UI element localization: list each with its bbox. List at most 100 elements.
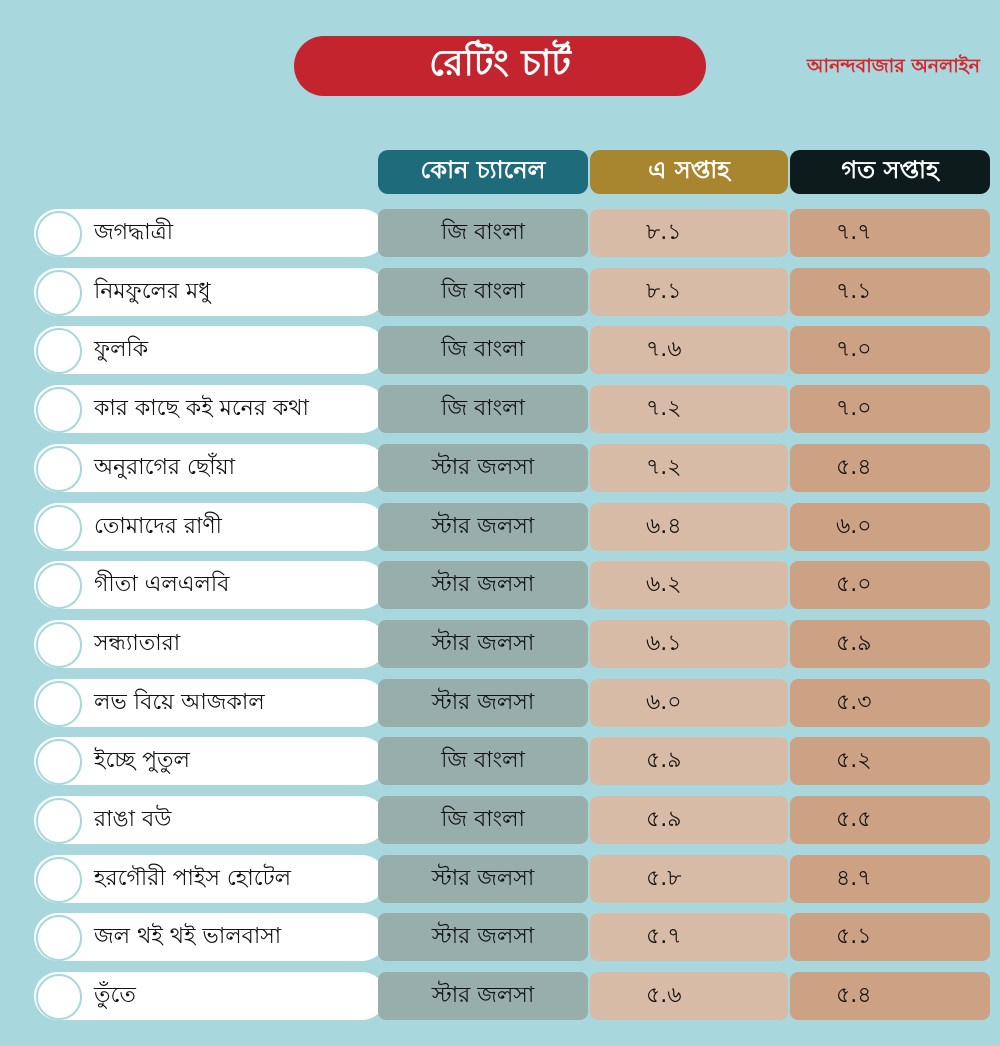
- serial-name-pill: [34, 737, 386, 785]
- serial-name: ইচ্ছে পুতুল: [94, 748, 190, 773]
- last-week-rating: ৬.০: [790, 503, 990, 551]
- serial-name: রাঙা বউ: [94, 807, 172, 832]
- last-week-rating: ৫.৪: [790, 444, 990, 492]
- chart-title: রেটিং চার্ট: [294, 36, 706, 96]
- serial-name-pill: [34, 209, 386, 257]
- brand-logo-text: আনন্দবাজার অনলাইন: [806, 55, 980, 77]
- serial-name-pill: [34, 503, 386, 551]
- channel-cell: স্টার জলসা: [378, 503, 588, 551]
- serial-name: কার কাছে কই মনের কথা: [94, 396, 309, 421]
- table-row: তুঁতে স্টার জলসা ৫.৬ ৫.৪: [0, 972, 1000, 1020]
- last-week-rating: ৭.৭: [790, 209, 990, 257]
- channel-cell: স্টার জলসা: [378, 444, 588, 492]
- serial-name-pill: [34, 913, 386, 961]
- channel-cell: স্টার জলসা: [378, 972, 588, 1020]
- this-week-rating: ৫.৬: [590, 972, 788, 1020]
- this-week-rating: ৫.৮: [590, 855, 788, 903]
- table-row: ফুলকি জি বাংলা ৭.৬ ৭.০: [0, 326, 1000, 374]
- serial-name: ফুলকি: [94, 337, 149, 362]
- bullet-circle-icon: [36, 974, 82, 1020]
- serial-name-pill: [34, 796, 386, 844]
- table-row: রাঙা বউ জি বাংলা ৫.৯ ৫.৫: [0, 796, 1000, 844]
- this-week-rating: ৭.২: [590, 385, 788, 433]
- serial-name-pill: [34, 679, 386, 727]
- this-week-rating: ৭.৬: [590, 326, 788, 374]
- serial-name: সন্ধ্যাতারা: [94, 631, 181, 656]
- bullet-circle-icon: [36, 857, 82, 903]
- serial-name-pill: [34, 385, 386, 433]
- this-week-rating: ৬.১: [590, 620, 788, 668]
- serial-name-pill: [34, 972, 386, 1020]
- last-week-rating: ৪.৭: [790, 855, 990, 903]
- last-week-rating: ৫.০: [790, 561, 990, 609]
- bullet-circle-icon: [36, 739, 82, 785]
- this-week-rating: ৭.২: [590, 444, 788, 492]
- table-row: নিমফুলের মধু জি বাংলা ৮.১ ৭.১: [0, 268, 1000, 316]
- last-week-rating: ৫.৫: [790, 796, 990, 844]
- this-week-rating: ৮.১: [590, 209, 788, 257]
- bullet-circle-icon: [36, 505, 82, 551]
- last-week-rating: ৫.১: [790, 913, 990, 961]
- this-week-rating: ৮.১: [590, 268, 788, 316]
- channel-cell: স্টার জলসা: [378, 913, 588, 961]
- table-row: কার কাছে কই মনের কথা জি বাংলা ৭.২ ৭.০: [0, 385, 1000, 433]
- last-week-rating: ৭.০: [790, 385, 990, 433]
- bullet-circle-icon: [36, 446, 82, 492]
- serial-name: জগদ্ধাত্রী: [94, 220, 174, 245]
- channel-cell: জি বাংলা: [378, 326, 588, 374]
- channel-cell: স্টার জলসা: [378, 561, 588, 609]
- last-week-rating: ৫.৪: [790, 972, 990, 1020]
- channel-cell: স্টার জলসা: [378, 855, 588, 903]
- serial-name-pill: [34, 620, 386, 668]
- header-last-week: গত সপ্তাহ: [790, 150, 990, 194]
- last-week-rating: ৫.৩: [790, 679, 990, 727]
- serial-name: তুঁতে: [94, 983, 136, 1008]
- table-row: গীতা এলএলবি স্টার জলসা ৬.২ ৫.০: [0, 561, 1000, 609]
- serial-name-pill: [34, 561, 386, 609]
- serial-name: গীতা এলএলবি: [94, 572, 230, 597]
- this-week-rating: ৫.৭: [590, 913, 788, 961]
- table-row: সন্ধ্যাতারা স্টার জলসা ৬.১ ৫.৯: [0, 620, 1000, 668]
- this-week-rating: ৬.২: [590, 561, 788, 609]
- serial-name: লভ বিয়ে আজকাল: [94, 690, 265, 715]
- serial-name-pill: [34, 444, 386, 492]
- table-row: অনুরাগের ছোঁয়া স্টার জলসা ৭.২ ৫.৪: [0, 444, 1000, 492]
- channel-cell: স্টার জলসা: [378, 679, 588, 727]
- bullet-circle-icon: [36, 211, 82, 257]
- channel-cell: জি বাংলা: [378, 737, 588, 785]
- bullet-circle-icon: [36, 328, 82, 374]
- bullet-circle-icon: [36, 798, 82, 844]
- serial-name-pill: [34, 326, 386, 374]
- last-week-rating: ৭.১: [790, 268, 990, 316]
- channel-cell: জি বাংলা: [378, 268, 588, 316]
- serial-name-pill: [34, 855, 386, 903]
- this-week-rating: ৫.৯: [590, 796, 788, 844]
- serial-name: নিমফুলের মধু: [94, 279, 211, 304]
- channel-cell: স্টার জলসা: [378, 620, 588, 668]
- table-row: জগদ্ধাত্রী জি বাংলা ৮.১ ৭.৭: [0, 209, 1000, 257]
- header-this-week: এ সপ্তাহ: [590, 150, 788, 194]
- table-row: ইচ্ছে পুতুল জি বাংলা ৫.৯ ৫.২: [0, 737, 1000, 785]
- bullet-circle-icon: [36, 563, 82, 609]
- serial-name: তোমাদের রাণী: [94, 514, 222, 539]
- last-week-rating: ৭.০: [790, 326, 990, 374]
- last-week-rating: ৫.২: [790, 737, 990, 785]
- this-week-rating: ৫.৯: [590, 737, 788, 785]
- channel-cell: জি বাংলা: [378, 796, 588, 844]
- this-week-rating: ৬.৪: [590, 503, 788, 551]
- table-row: লভ বিয়ে আজকাল স্টার জলসা ৬.০ ৫.৩: [0, 679, 1000, 727]
- table-row: জল থই থই ভালবাসা স্টার জলসা ৫.৭ ৫.১: [0, 913, 1000, 961]
- bullet-circle-icon: [36, 622, 82, 668]
- serial-name: অনুরাগের ছোঁয়া: [94, 455, 235, 480]
- channel-cell: জি বাংলা: [378, 209, 588, 257]
- last-week-rating: ৫.৯: [790, 620, 990, 668]
- bullet-circle-icon: [36, 270, 82, 316]
- table-row: তোমাদের রাণী স্টার জলসা ৬.৪ ৬.০: [0, 503, 1000, 551]
- header-channel: কোন চ্যানেল: [378, 150, 588, 194]
- serial-name: জল থই থই ভালবাসা: [94, 924, 282, 949]
- serial-name: হরগৌরী পাইস হোটেল: [94, 866, 291, 891]
- table-row: হরগৌরী পাইস হোটেল স্টার জলসা ৫.৮ ৪.৭: [0, 855, 1000, 903]
- channel-cell: জি বাংলা: [378, 385, 588, 433]
- serial-name-pill: [34, 268, 386, 316]
